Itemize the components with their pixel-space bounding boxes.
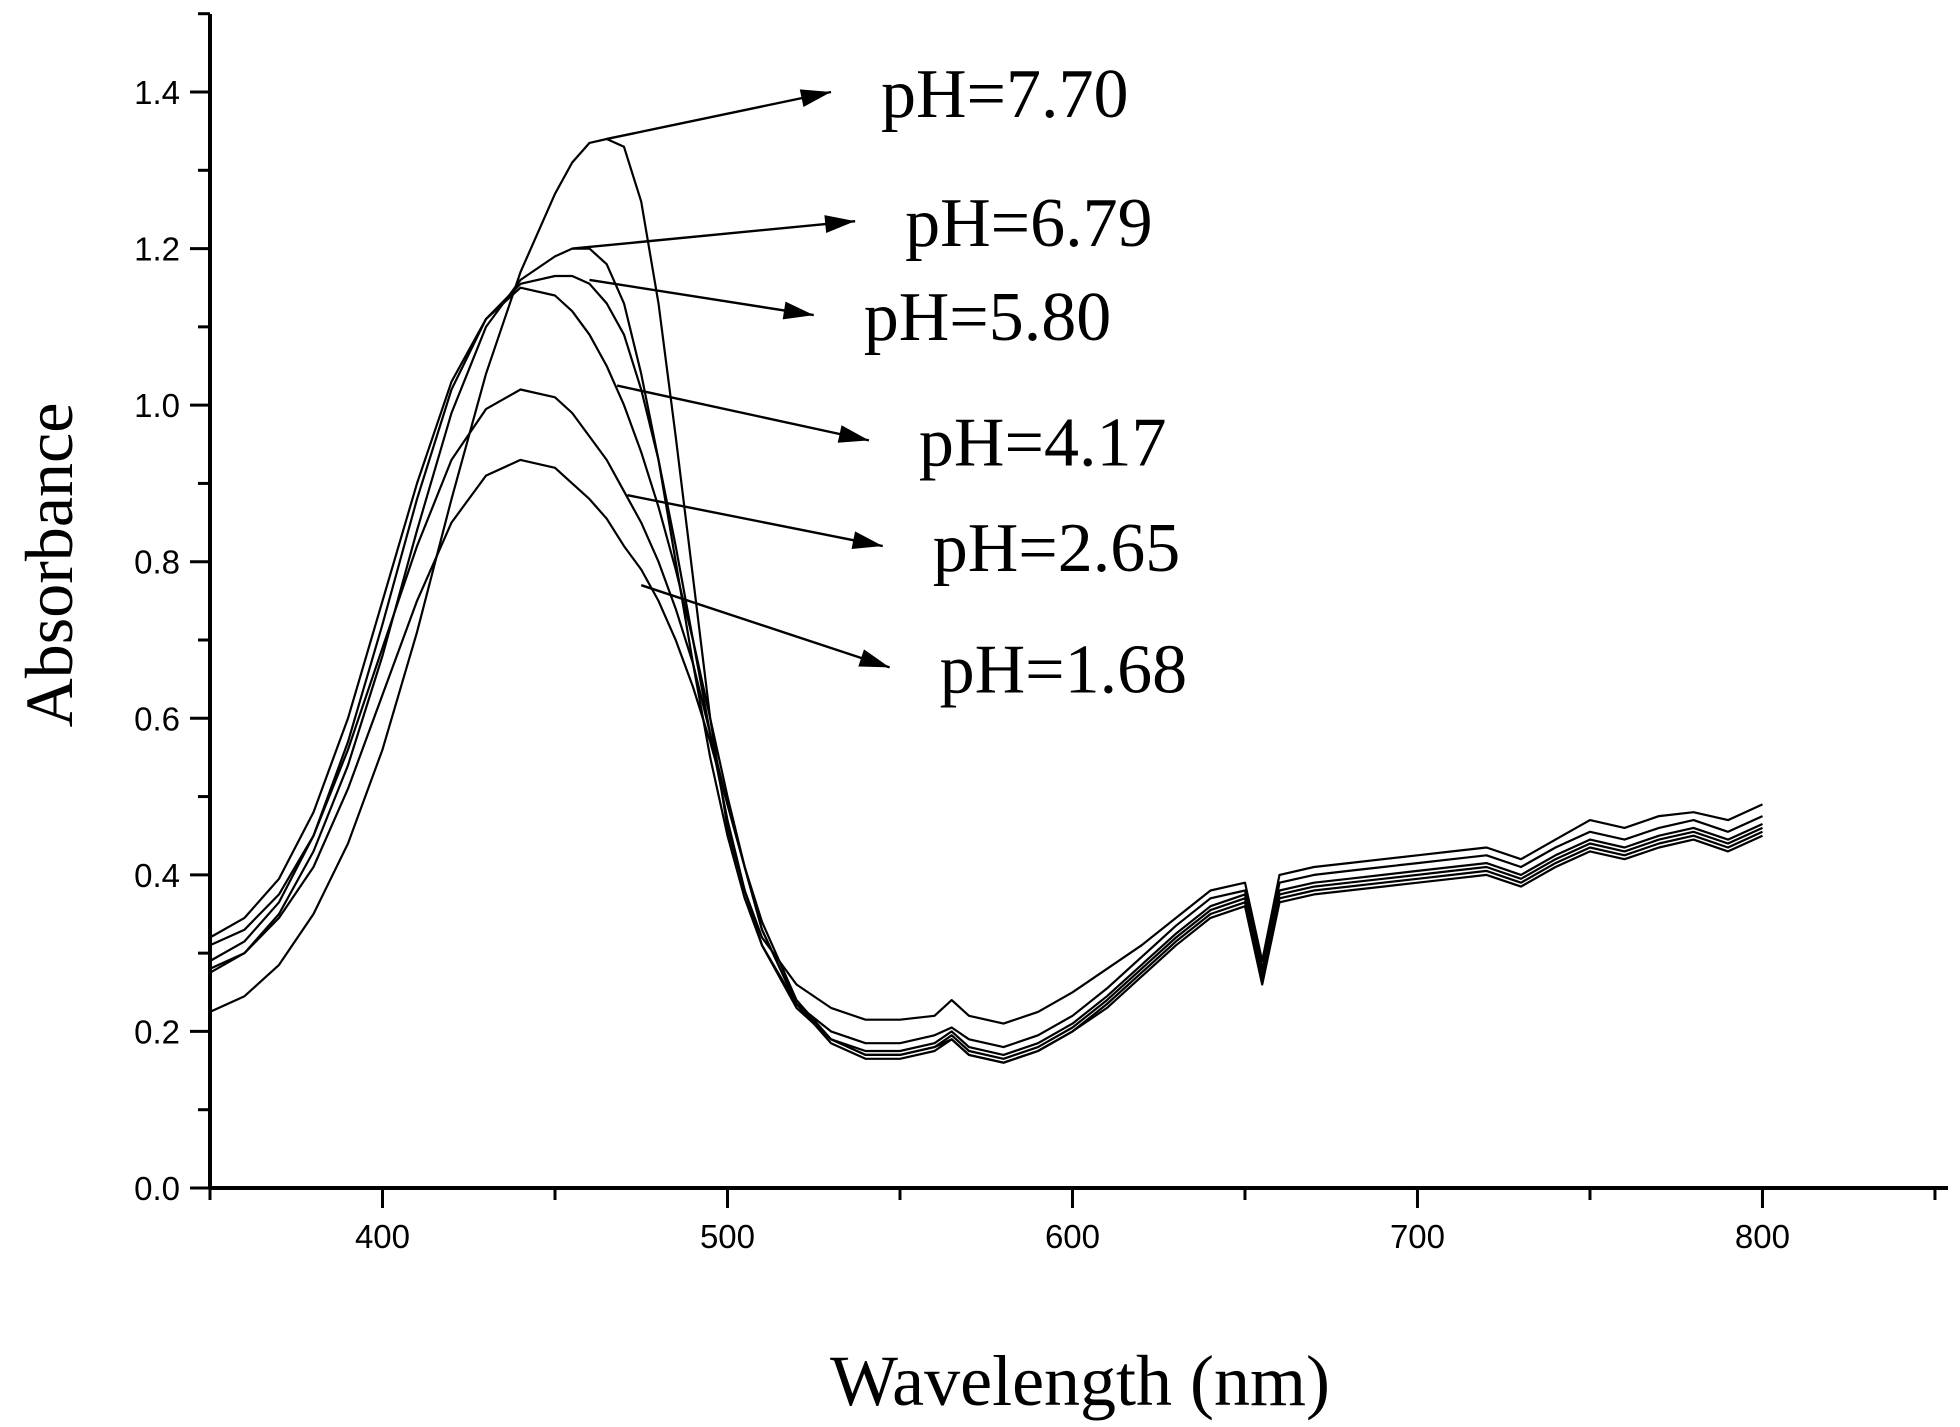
- annotation-arrow: [627, 493, 883, 548]
- y-tick-label: 0.4: [134, 857, 180, 894]
- x-tick-label: 500: [700, 1218, 755, 1255]
- annotation-label: pH=6.79: [905, 185, 1153, 262]
- x-axis-title: Wavelength (nm): [830, 1341, 1330, 1421]
- annotation-arrow: [640, 584, 891, 669]
- y-tick-label: 0.8: [134, 544, 180, 581]
- annotation-arrow: [606, 90, 832, 141]
- annotation-label: pH=5.80: [864, 279, 1112, 356]
- annotation-label: pH=7.70: [881, 56, 1129, 133]
- series-group: [209, 137, 1763, 1064]
- annotation-arrowhead: [837, 425, 869, 443]
- annotation-arrowhead: [851, 531, 883, 550]
- annotation-label: pH=4.17: [919, 404, 1167, 481]
- y-tick-label: 0.2: [134, 1013, 180, 1050]
- y-tick-label: 0.6: [134, 700, 180, 737]
- x-tick-label: 400: [355, 1218, 410, 1255]
- series-line-ph-1-68: [209, 458, 1763, 1064]
- series-line-ph-2-65: [209, 388, 1763, 1064]
- y-axis-title: Absorbance: [11, 403, 87, 728]
- ticks: [190, 12, 1937, 1208]
- annotation-arrowhead: [824, 215, 856, 234]
- annotation-group: pH=7.70 pH=6.79 pH=5.80 pH=4.17 pH=2.65 pH=1.…: [572, 56, 1187, 708]
- x-tick-label: 700: [1390, 1218, 1445, 1255]
- annotation-arrow: [572, 219, 856, 250]
- annotation-arrowhead: [799, 89, 831, 107]
- annotation-label: pH=2.65: [933, 510, 1181, 587]
- axes: [208, 14, 1948, 1190]
- series-line-ph-5-80: [209, 274, 1763, 1056]
- x-tick-label: 800: [1735, 1218, 1790, 1255]
- annotation-label: pH=1.68: [940, 631, 1188, 708]
- annotation-arrow: [589, 278, 814, 317]
- annotation-arrowhead: [858, 649, 890, 668]
- annotation-arrowhead: [782, 301, 814, 320]
- y-tick-label: 1.2: [134, 231, 180, 268]
- tick-labels: 400 500 600 700 800 0.0 0.2 0.4 0.6 0.8 1.0 1.2 1.4: [134, 74, 1790, 1255]
- series-line-ph-6-79: [209, 247, 1763, 1049]
- x-tick-label: 600: [1045, 1218, 1100, 1255]
- y-tick-label: 1.0: [134, 387, 180, 424]
- y-tick-label: 0.0: [134, 1170, 180, 1207]
- y-tick-label: 1.4: [134, 74, 180, 111]
- annotation-arrow: [616, 384, 870, 442]
